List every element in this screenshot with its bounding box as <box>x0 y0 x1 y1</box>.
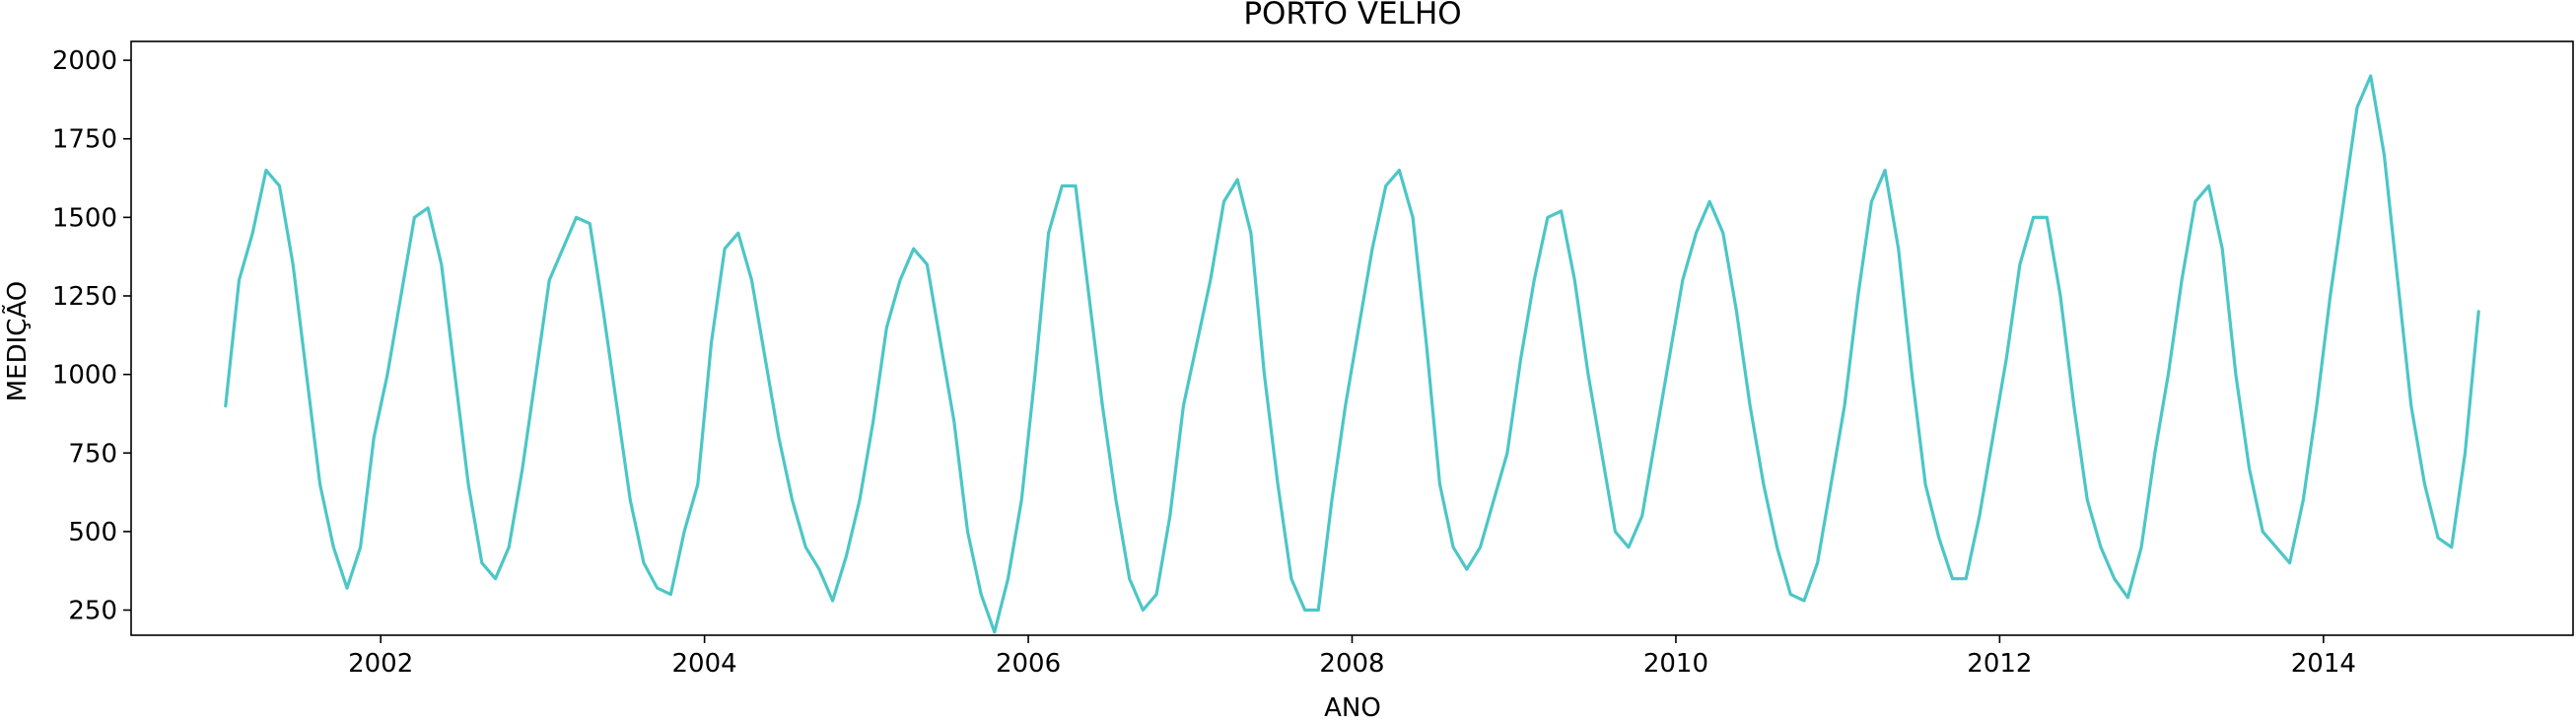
x-tick-label: 2006 <box>996 649 1061 679</box>
y-tick-label: 250 <box>68 597 117 626</box>
y-axis: 250 500 750 1000 1250 1500 1750 2000 <box>52 46 131 626</box>
plot-frame <box>130 40 2574 636</box>
y-tick-label: 500 <box>68 518 117 547</box>
y-tick-label: 2000 <box>52 46 117 76</box>
x-tick-label: 2002 <box>348 649 413 679</box>
x-axis: 2002 2004 2006 2008 2010 2012 2014 <box>348 635 2356 679</box>
chart-title: PORTO VELHO <box>1243 0 1461 32</box>
x-tick-label: 2008 <box>1319 649 1384 679</box>
y-axis-title: MEDIÇÃO <box>1 281 33 402</box>
y-tick-label: 1750 <box>52 125 117 155</box>
y-tick-label: 1250 <box>52 282 117 312</box>
x-tick-label: 2012 <box>1967 649 2032 679</box>
x-tick-label: 2014 <box>2291 649 2356 679</box>
y-tick-label: 1500 <box>52 203 117 233</box>
x-axis-title: ANO <box>1324 693 1381 723</box>
y-tick-label: 750 <box>68 439 117 469</box>
y-tick-label: 1000 <box>52 361 117 391</box>
x-tick-label: 2004 <box>672 649 737 679</box>
series-line <box>224 74 2480 634</box>
x-tick-label: 2010 <box>1643 649 1708 679</box>
